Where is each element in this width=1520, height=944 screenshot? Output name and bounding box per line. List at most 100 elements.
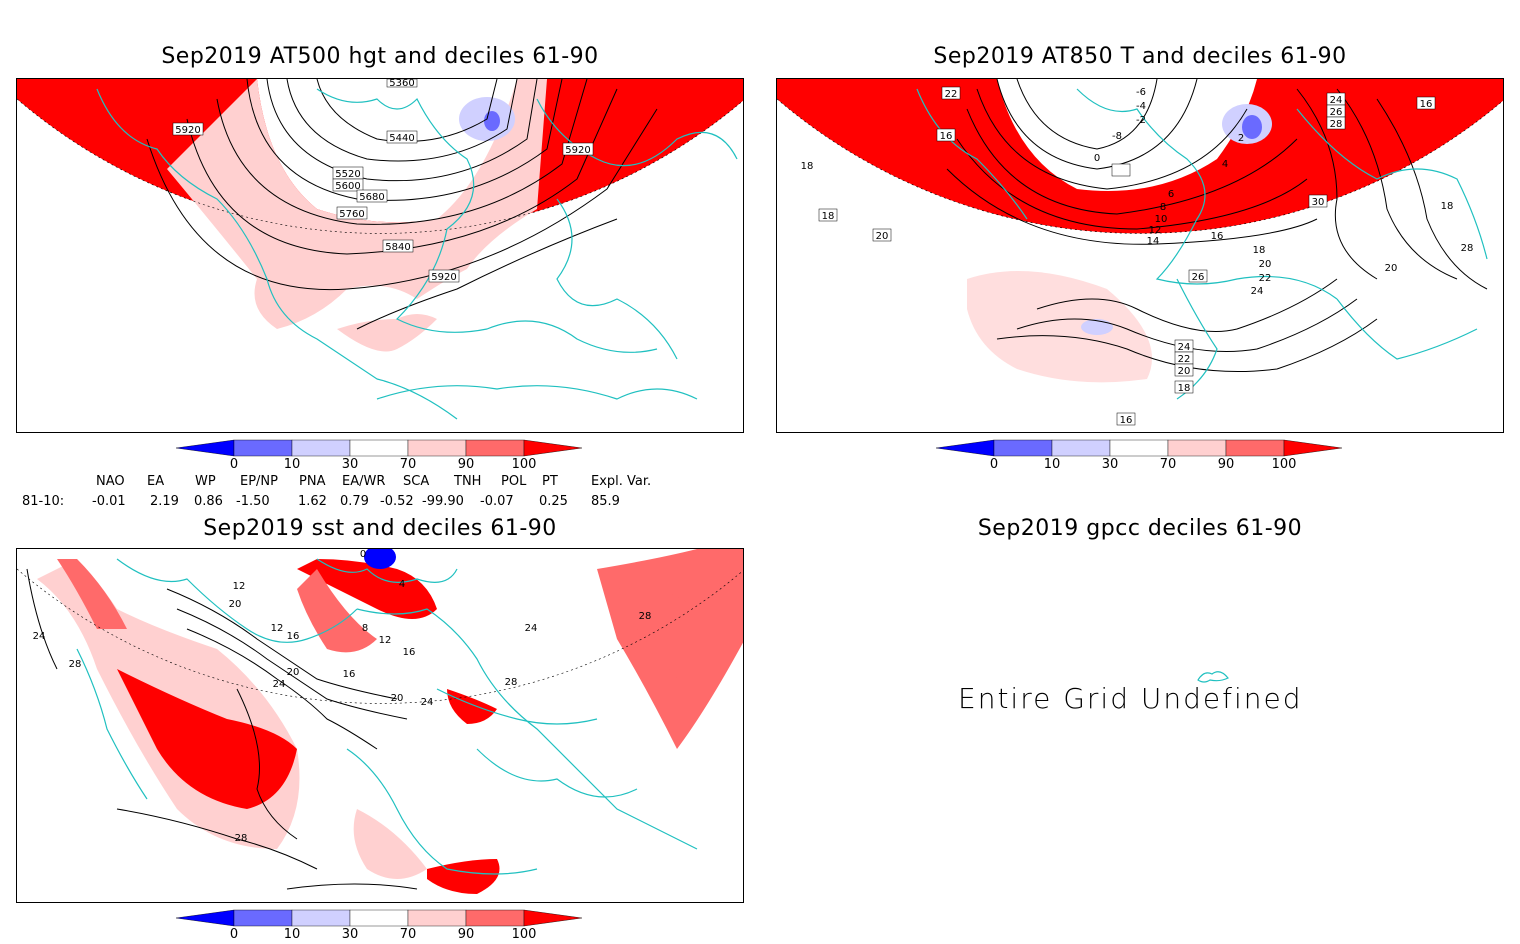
contour-label: 24	[1330, 95, 1343, 106]
colorbar-tick-label: 90	[1218, 457, 1235, 472]
contour-label: 28	[505, 677, 518, 688]
index-header: EA/WR	[342, 474, 386, 489]
contour-label: 5840	[385, 242, 410, 253]
contour-label: 5440	[389, 133, 414, 144]
colorbar-segments	[175, 439, 583, 457]
map-sst: 24 28 12 20 12 16 20 24 16 8 12 0 4 16 2…	[17, 549, 743, 894]
contour-label: -4	[1136, 101, 1146, 112]
contour-label: 22	[1178, 354, 1191, 365]
colorbar-segment	[175, 909, 235, 927]
index-header: PNA	[299, 474, 326, 489]
map-at500-hgt: 5920 5440 5520 5600 5680 5760 5840 5920 …	[17, 79, 743, 420]
colorbar-tick-label: 10	[1044, 457, 1061, 472]
colorbar-segment	[935, 439, 995, 457]
contour-label: 22	[945, 89, 958, 100]
index-value: 0.86	[194, 494, 223, 509]
contour-label: 22	[1259, 273, 1272, 284]
contour-label: 5600	[335, 181, 360, 192]
contour-label: 2	[1238, 133, 1244, 144]
index-value: -99.90	[422, 494, 464, 509]
mid-red-region	[297, 569, 377, 653]
index-value: -0.07	[480, 494, 514, 509]
colorbar-panel-3: 0 10 30 70 90 100	[175, 908, 586, 942]
contour-label: 24	[273, 679, 286, 690]
panel-2-title: Sep2019 AT850 T and deciles 61-90	[933, 44, 1347, 69]
colorbar-svg: 0 10 30 70 90 100	[935, 439, 1343, 472]
contour-label: 0	[1094, 153, 1100, 164]
contour-label: 18	[1178, 383, 1191, 394]
light-red-region	[967, 271, 1152, 383]
contour-labels: 24 28 12 20 12 16 20 24 16 8 12 0 4 16 2…	[33, 549, 652, 844]
contour-label: 8	[362, 623, 368, 634]
strong-red-region	[297, 559, 437, 619]
colorbar-segment	[233, 439, 293, 457]
contour-label: -2	[1136, 115, 1146, 126]
colorbar-segment	[523, 909, 583, 927]
contour-label: 24	[1178, 342, 1191, 353]
contour-label: 5920	[431, 272, 456, 283]
index-value: 2.19	[150, 494, 179, 509]
contour-labels: 16 22 -6 -4 -2 -8 0 2 4 6 8 10 12 14 16 …	[801, 87, 1474, 426]
colorbar-segment	[349, 909, 409, 927]
colorbar-tick-label: 70	[400, 457, 417, 472]
contour-label: 18	[801, 161, 814, 172]
index-header: Expl. Var.	[591, 474, 652, 489]
contour-label: 18	[1253, 245, 1266, 256]
colorbar-segment	[465, 909, 525, 927]
contour-label: 16	[343, 669, 356, 680]
contour-label: 12	[1149, 225, 1162, 236]
coastlines	[76, 558, 698, 875]
index-header: EP/NP	[240, 474, 278, 489]
contour-label: 24	[525, 623, 538, 634]
colorbar-panel-2: 0 10 30 70 90 100	[935, 438, 1346, 472]
index-value: -0.52	[380, 494, 414, 509]
contour-label: 26	[1330, 107, 1343, 118]
contour-label: 16	[940, 131, 953, 142]
index-value: 85.9	[591, 494, 620, 509]
map-panel-sst: 24 28 12 20 12 16 20 24 16 8 12 0 4 16 2…	[16, 548, 744, 903]
contour-label: 5760	[339, 209, 364, 220]
index-value: -0.01	[92, 494, 126, 509]
colorbar-tick-label: 30	[342, 927, 359, 940]
colorbar-svg: 0 10 30 70 90 100	[175, 439, 583, 472]
colorbar-segment	[1283, 439, 1343, 457]
colorbar-segment	[349, 439, 409, 457]
map-panel-at500-hgt: 5920 5440 5520 5600 5680 5760 5840 5920 …	[16, 78, 744, 433]
strong-red-region	[427, 859, 500, 894]
blue-region	[364, 549, 396, 569]
contour-label: 20	[391, 693, 404, 704]
contour-label: 20	[229, 599, 242, 610]
contour-label: 18	[822, 211, 835, 222]
colorbar-tick-label: 10	[284, 457, 301, 472]
map-at850-t: 16 22 -6 -4 -2 -8 0 2 4 6 8 10 12 14 16 …	[777, 79, 1503, 426]
mid-blue-region	[1242, 115, 1262, 139]
index-header: NAO	[96, 474, 125, 489]
contour-label: 16	[1120, 415, 1133, 426]
colorbar-tick-label: 100	[1272, 457, 1297, 472]
undefined-grid-message: Entire Grid Undefined	[958, 682, 1303, 715]
contours	[946, 79, 1488, 372]
strong-red-region	[447, 689, 497, 724]
contour-label: 28	[639, 611, 652, 622]
contour-label: 16	[1211, 231, 1224, 242]
colorbar-segment	[1109, 439, 1169, 457]
coastlines	[96, 88, 738, 420]
contour-label: 14	[1147, 236, 1160, 247]
colorbar-tick-label: 70	[1160, 457, 1177, 472]
contour-label: 20	[876, 231, 889, 242]
contour-label: 5920	[175, 125, 200, 136]
contour-label: 4	[399, 579, 405, 590]
colorbar-segment	[1225, 439, 1285, 457]
mid-red-region	[57, 559, 127, 629]
colorbar-segment	[291, 439, 351, 457]
mid-blue-region	[484, 111, 500, 131]
contour-label: 4	[1222, 159, 1228, 170]
index-header: POL	[501, 474, 527, 489]
contour-label: -6	[1136, 87, 1146, 98]
contour-label: 5920	[565, 145, 590, 156]
contour-label: 28	[1461, 243, 1474, 254]
colorbar-segment	[233, 909, 293, 927]
lat-circle	[17, 568, 743, 704]
map-panel-at850-t: 16 22 -6 -4 -2 -8 0 2 4 6 8 10 12 14 16 …	[776, 78, 1504, 433]
contour-label: 10	[1155, 214, 1168, 225]
